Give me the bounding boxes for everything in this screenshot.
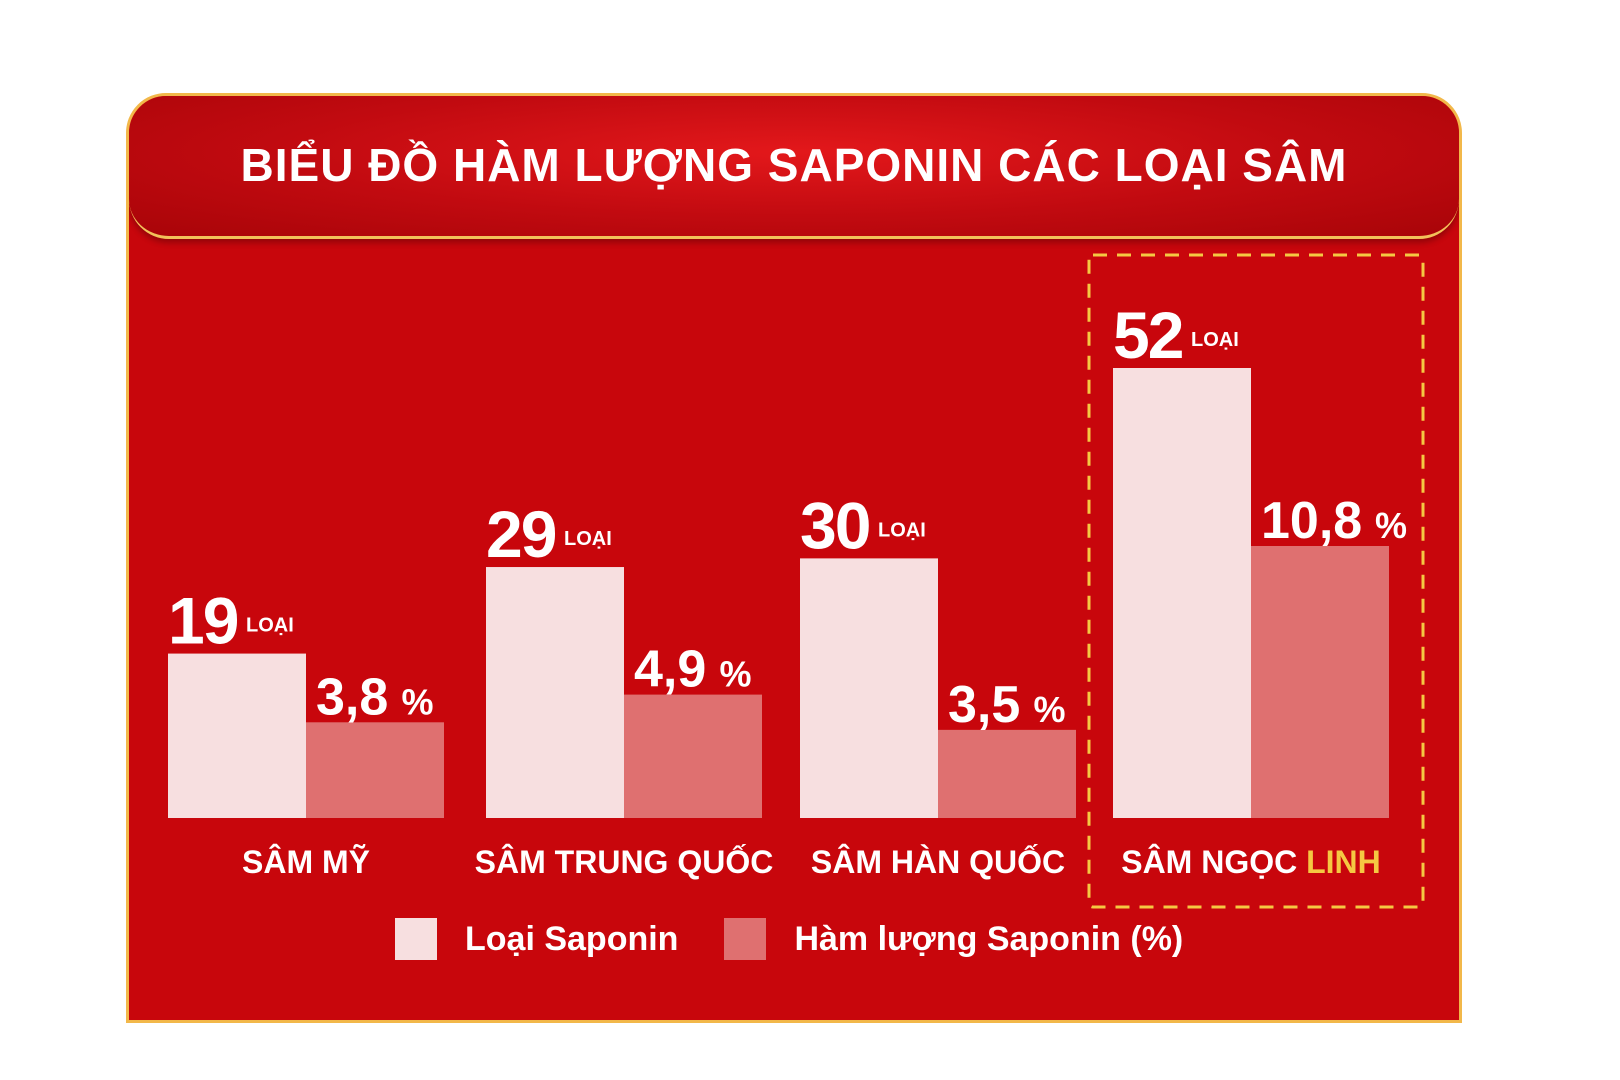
bar-count-3 (1113, 368, 1251, 818)
data-label-count-3: 52 (1113, 298, 1183, 372)
data-label-percent-0: 3,8 (316, 668, 388, 726)
data-label-percent-unit-3: % (1375, 505, 1407, 546)
bar-percent-3 (1251, 546, 1389, 818)
data-label-percent-3: 10,8 (1261, 492, 1362, 550)
legend-swatch-count (395, 918, 437, 960)
chart-title: BIỂU ĐỒ HÀM LƯỢNG SAPONIN CÁC LOẠI SÂM (240, 139, 1348, 191)
chart-legend: Loại Saponin Hàm lượng Saponin (%) (395, 917, 1229, 961)
data-label-percent-1: 4,9 (634, 641, 706, 699)
legend-label-percent: Hàm lượng Saponin (%) (794, 919, 1184, 958)
data-label-percent-unit-2: % (1034, 689, 1066, 730)
data-label-count-1: 29 (486, 497, 556, 571)
data-label-count-unit-3: LOẠI (1191, 329, 1239, 351)
highlight-box (1087, 253, 1425, 909)
chart-header: BIỂU ĐỒ HÀM LƯỢNG SAPONIN CÁC LOẠI SÂM (129, 96, 1459, 239)
bar-count-0 (168, 653, 306, 818)
category-label-1: SÂM TRUNG QUỐC (475, 844, 774, 880)
data-label-count-unit-1: LOẠI (564, 528, 612, 550)
legend-label-count: Loại Saponin (465, 919, 679, 958)
data-label-count-unit-0: LOẠI (246, 615, 294, 637)
bar-percent-2 (938, 729, 1076, 818)
data-label-count-0: 19 (168, 584, 238, 658)
data-label-count-unit-2: LOẠI (878, 519, 926, 541)
legend-swatch-percent (724, 918, 767, 960)
bar-count-2 (800, 558, 938, 818)
legend-item-percent: Hàm lượng Saponin (%) (724, 918, 1183, 960)
category-label-2: SÂM HÀN QUỐC (811, 844, 1065, 880)
data-label-percent-2: 3,5 (948, 676, 1020, 734)
legend-item-count: Loại Saponin (395, 918, 678, 960)
bar-percent-1 (624, 694, 762, 818)
category-label-0: SÂM MỸ (242, 844, 370, 880)
bar-count-1 (486, 567, 624, 818)
data-label-percent-unit-1: % (720, 654, 752, 695)
bar-percent-0 (306, 722, 444, 818)
data-label-percent-unit-0: % (402, 681, 434, 722)
data-label-count-2: 30 (800, 488, 869, 562)
category-label-3: SÂM NGỌC LINH (1121, 844, 1381, 880)
